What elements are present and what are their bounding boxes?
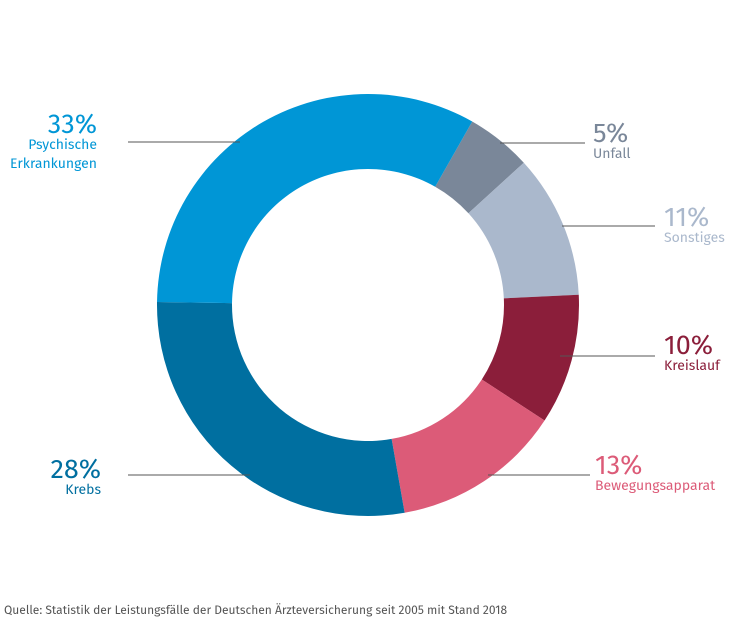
- category-label: Kreislauf: [664, 357, 721, 374]
- donut-segment: [435, 121, 524, 214]
- category-label: Bewegungsapparat: [595, 477, 716, 494]
- source-note: Quelle: Statistik der Leistungsfälle der…: [4, 602, 507, 618]
- donut-segment: [468, 162, 579, 299]
- donut-segment: [391, 379, 545, 513]
- value-label: 5%: [593, 118, 628, 150]
- category-label: Psychische Erkrankungen: [6, 136, 97, 172]
- category-label: Sonstiges: [664, 229, 725, 246]
- donut-segment: [157, 93, 473, 304]
- value-label: 11%: [664, 202, 709, 234]
- value-label: 10%: [664, 330, 713, 362]
- category-label: Krebs: [65, 481, 101, 498]
- donut-segment: [157, 302, 405, 516]
- value-label: 13%: [595, 450, 642, 482]
- value-label: 33%: [48, 109, 97, 141]
- donut-segment: [481, 294, 580, 421]
- value-label: 28%: [50, 454, 101, 486]
- category-label: Unfall: [593, 145, 631, 162]
